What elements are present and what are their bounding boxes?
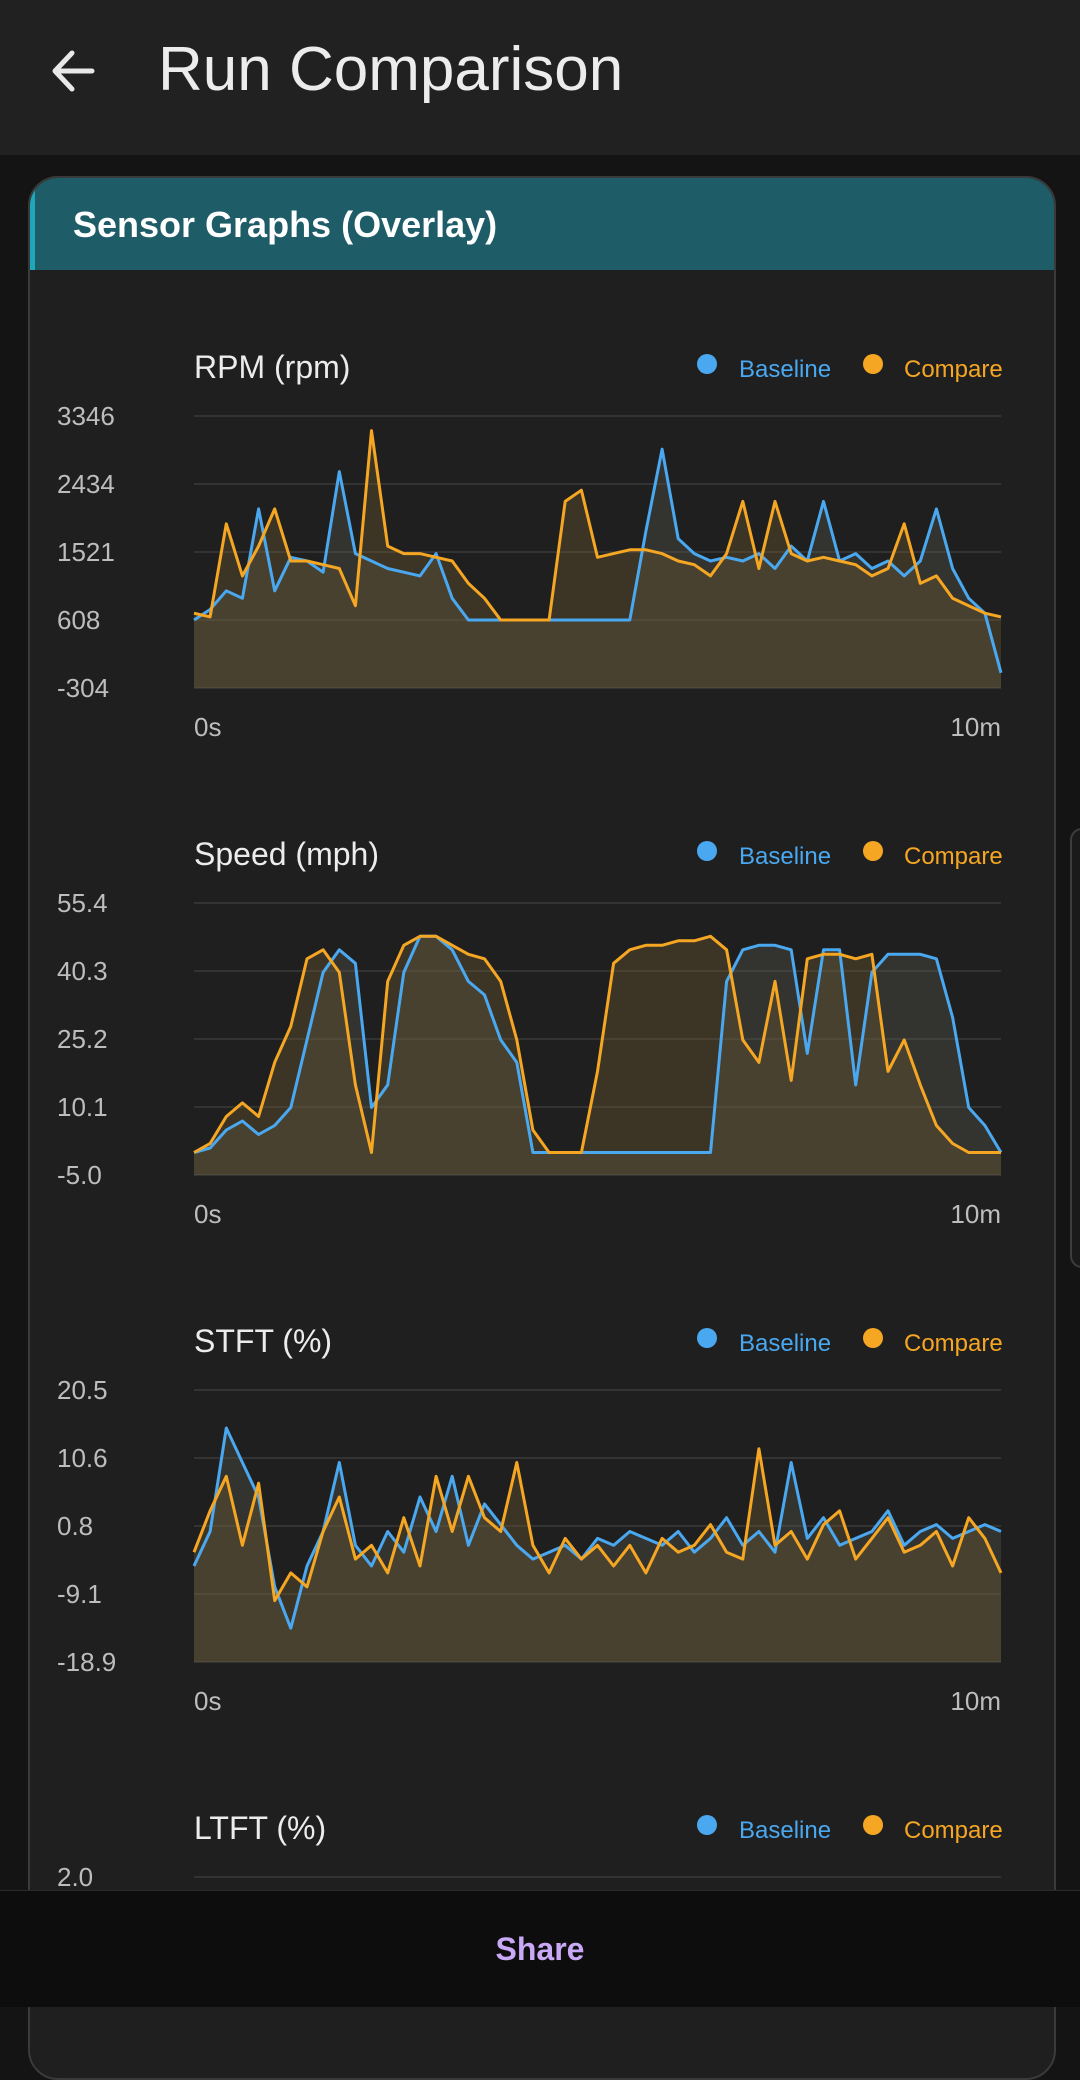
legend-baseline-label: Baseline — [739, 356, 831, 383]
x-start-label: 0s — [194, 712, 221, 742]
legend-compare-label: Compare — [904, 1330, 1003, 1357]
y-tick-label: -18.9 — [57, 1647, 116, 1677]
legend-baseline-label: Baseline — [739, 843, 831, 870]
legend-baseline-dot — [697, 1328, 717, 1348]
y-tick-label: 2.0 — [57, 1862, 93, 1892]
card-header: Sensor Graphs (Overlay) — [30, 178, 1054, 270]
x-end-label: 10m — [950, 712, 1001, 742]
back-button[interactable] — [40, 36, 110, 106]
legend-baseline-dot — [697, 1815, 717, 1835]
compare-area — [194, 431, 1001, 688]
legend-baseline-label: Baseline — [739, 1817, 831, 1844]
chart-title: LTFT (%) — [194, 1810, 326, 1846]
legend-compare-label: Compare — [904, 356, 1003, 383]
legend-compare-dot — [863, 841, 883, 861]
page-title: Run Comparison — [158, 35, 624, 104]
y-tick-label: 55.4 — [57, 888, 108, 918]
legend-compare-label: Compare — [904, 1817, 1003, 1844]
x-end-label: 10m — [950, 1686, 1001, 1716]
scroll-indicator[interactable] — [1070, 828, 1080, 1268]
y-tick-label: 10.6 — [57, 1443, 108, 1473]
y-tick-label: 3346 — [57, 401, 115, 431]
compare-series-line — [194, 1449, 1001, 1601]
y-tick-label: 25.2 — [57, 1024, 108, 1054]
legend-compare-dot — [863, 1815, 883, 1835]
compare-series-line — [194, 936, 1001, 1152]
y-tick-label: 10.1 — [57, 1092, 108, 1122]
baseline-series-line — [194, 936, 1001, 1152]
share-button[interactable]: Share — [495, 1930, 585, 1967]
sensor-graphs-card: Sensor Graphs (Overlay) — [28, 176, 1056, 2080]
y-tick-label: 40.3 — [57, 956, 108, 986]
chart-title: Speed (mph) — [194, 836, 379, 872]
y-tick-label: 1521 — [57, 537, 115, 567]
y-tick-label: 0.8 — [57, 1511, 93, 1541]
card-title: Sensor Graphs (Overlay) — [73, 204, 498, 245]
x-start-label: 0s — [194, 1199, 221, 1229]
baseline-area — [194, 449, 1001, 688]
compare-series-line — [194, 431, 1001, 620]
y-tick-label: -5.0 — [57, 1160, 102, 1190]
x-start-label: 0s — [194, 1686, 221, 1716]
arrow-left-icon — [52, 50, 95, 92]
compare-area — [194, 936, 1001, 1175]
legend-compare-dot — [863, 354, 883, 374]
x-end-label: 10m — [950, 1199, 1001, 1229]
y-tick-label: -9.1 — [57, 1579, 102, 1609]
baseline-area — [194, 936, 1001, 1175]
compare-area — [194, 1449, 1001, 1662]
y-tick-label: 2434 — [57, 469, 115, 499]
baseline-series-line — [194, 449, 1001, 673]
sensor-charts: RPM (rpm) Baseline Compare 3346 2434 1521 608 -… — [0, 0, 1080, 1890]
legend-baseline-label: Baseline — [739, 1330, 831, 1357]
y-tick-label: 20.5 — [57, 1375, 108, 1405]
y-tick-label: -304 — [57, 673, 109, 703]
legend-baseline-dot — [697, 841, 717, 861]
legend-compare-dot — [863, 1328, 883, 1348]
chart-title: RPM (rpm) — [194, 349, 350, 385]
legend-compare-label: Compare — [904, 843, 1003, 870]
baseline-series-line — [194, 1428, 1001, 1628]
app-bar: Run Comparison — [0, 0, 1080, 155]
legend-baseline-dot — [697, 354, 717, 374]
chart-title: STFT (%) — [194, 1323, 332, 1359]
bottom-bar: Share — [0, 1890, 1080, 2007]
y-tick-label: 608 — [57, 605, 100, 635]
